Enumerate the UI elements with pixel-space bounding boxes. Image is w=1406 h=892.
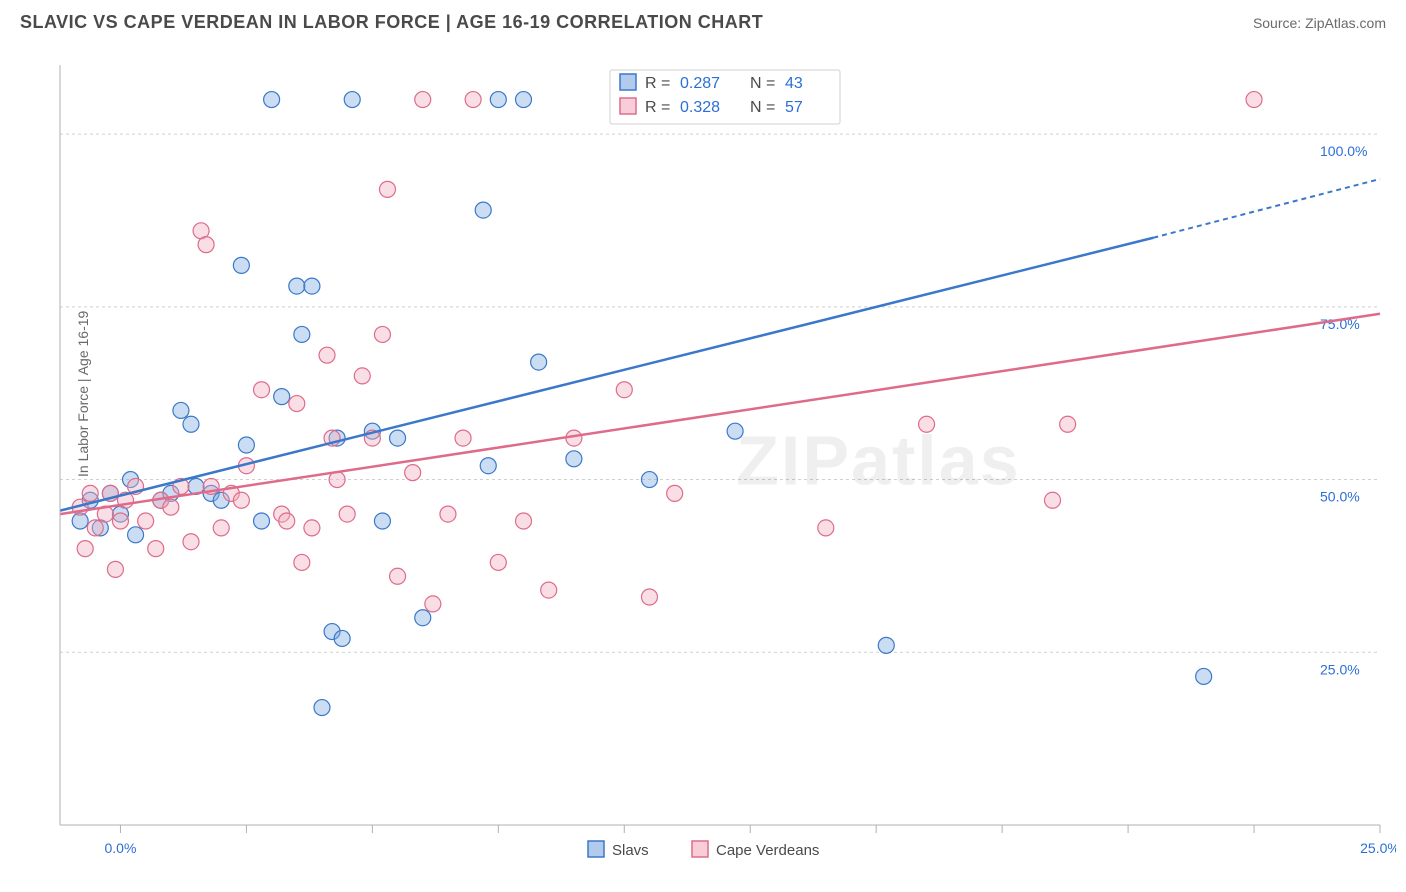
chart-container: In Labor Force | Age 16-19 25.0%50.0%75.…: [10, 45, 1396, 892]
chart-title: SLAVIC VS CAPE VERDEAN IN LABOR FORCE | …: [20, 12, 763, 33]
data-point: [238, 437, 254, 453]
data-point: [919, 416, 935, 432]
data-point: [480, 458, 496, 474]
data-point: [148, 541, 164, 557]
data-point: [390, 430, 406, 446]
data-point: [87, 520, 103, 536]
x-tick-label: 0.0%: [104, 840, 136, 856]
legend-swatch: [588, 841, 604, 857]
data-point: [1196, 668, 1212, 684]
data-point: [415, 610, 431, 626]
data-point: [254, 513, 270, 529]
data-point: [516, 513, 532, 529]
data-point: [107, 561, 123, 577]
legend-n-label: N =: [750, 99, 775, 116]
data-point: [490, 554, 506, 570]
legend-n-label: N =: [750, 75, 775, 92]
data-point: [490, 92, 506, 108]
data-point: [475, 202, 491, 218]
legend-r-value: 0.328: [680, 99, 720, 116]
data-point: [304, 520, 320, 536]
data-point: [77, 541, 93, 557]
data-point: [878, 637, 894, 653]
legend-series-name: Cape Verdeans: [716, 842, 819, 859]
y-axis-label: In Labor Force | Age 16-19: [75, 310, 91, 476]
data-point: [1060, 416, 1076, 432]
data-point: [138, 513, 154, 529]
watermark: ZIPatlas: [736, 422, 1020, 500]
y-tick-label: 25.0%: [1320, 661, 1360, 677]
y-tick-label: 50.0%: [1320, 489, 1360, 505]
y-tick-label: 100.0%: [1320, 143, 1367, 159]
data-point: [667, 485, 683, 501]
chart-source: Source: ZipAtlas.com: [1253, 15, 1386, 31]
legend-r-label: R =: [645, 75, 670, 92]
data-point: [374, 513, 390, 529]
regression-line: [60, 314, 1380, 514]
data-point: [319, 347, 335, 363]
data-point: [1045, 492, 1061, 508]
data-point: [379, 181, 395, 197]
data-point: [531, 354, 547, 370]
data-point: [128, 527, 144, 543]
chart-header: SLAVIC VS CAPE VERDEAN IN LABOR FORCE | …: [0, 0, 1406, 41]
data-point: [354, 368, 370, 384]
data-point: [1246, 92, 1262, 108]
legend-r-label: R =: [645, 99, 670, 116]
x-tick-label: 25.0%: [1360, 840, 1396, 856]
data-point: [566, 451, 582, 467]
data-point: [289, 396, 305, 412]
data-point: [183, 534, 199, 550]
legend-r-value: 0.287: [680, 75, 720, 92]
legend-swatch: [692, 841, 708, 857]
data-point: [163, 499, 179, 515]
data-point: [415, 92, 431, 108]
data-point: [112, 513, 128, 529]
legend-swatch: [620, 98, 636, 114]
data-point: [289, 278, 305, 294]
data-point: [541, 582, 557, 598]
data-point: [254, 382, 270, 398]
regression-line-extrap: [1153, 179, 1380, 238]
data-point: [294, 554, 310, 570]
data-point: [274, 389, 290, 405]
data-point: [264, 92, 280, 108]
data-point: [440, 506, 456, 522]
data-point: [183, 416, 199, 432]
data-point: [279, 513, 295, 529]
data-point: [198, 237, 214, 253]
data-point: [455, 430, 471, 446]
data-point: [213, 520, 229, 536]
data-point: [339, 506, 355, 522]
data-point: [425, 596, 441, 612]
data-point: [82, 485, 98, 501]
data-point: [294, 326, 310, 342]
data-point: [405, 465, 421, 481]
legend-series-name: Slavs: [612, 842, 649, 859]
data-point: [818, 520, 834, 536]
data-point: [173, 402, 189, 418]
data-point: [344, 92, 360, 108]
data-point: [465, 92, 481, 108]
legend-n-value: 57: [785, 99, 803, 116]
data-point: [616, 382, 632, 398]
data-point: [390, 568, 406, 584]
correlation-scatter-chart: 25.0%50.0%75.0%100.0%ZIPatlas0.0%25.0%R …: [10, 45, 1396, 892]
data-point: [641, 472, 657, 488]
data-point: [314, 700, 330, 716]
data-point: [727, 423, 743, 439]
data-point: [516, 92, 532, 108]
data-point: [233, 257, 249, 273]
data-point: [233, 492, 249, 508]
data-point: [374, 326, 390, 342]
legend-n-value: 43: [785, 75, 803, 92]
data-point: [334, 630, 350, 646]
legend-swatch: [620, 74, 636, 90]
data-point: [304, 278, 320, 294]
data-point: [641, 589, 657, 605]
